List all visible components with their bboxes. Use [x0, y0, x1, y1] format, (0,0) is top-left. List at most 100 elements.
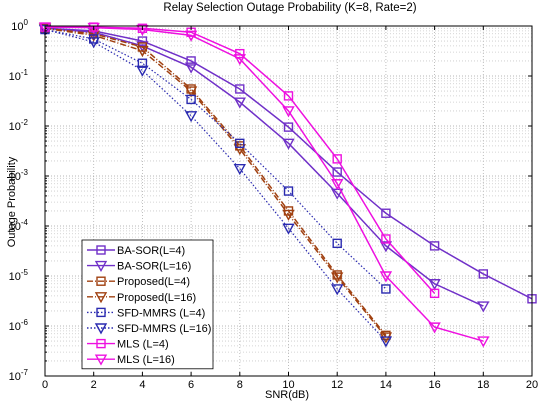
y-tick-exponent: -1 [21, 68, 29, 77]
data-point [184, 62, 198, 74]
data-point [184, 111, 198, 123]
legend-label: SFD-MMRS (L=16) [117, 323, 211, 335]
y-tick-base: 10 [9, 171, 21, 183]
legend-label: Proposed(L=16) [117, 292, 196, 304]
y-tick-exponent: -7 [21, 368, 29, 377]
series-line [44, 27, 533, 300]
data-point [282, 138, 295, 150]
data-point [379, 336, 393, 348]
data-point [233, 97, 246, 109]
y-tick-base: 10 [9, 71, 21, 83]
data-point [332, 154, 342, 164]
y-tick-exponent: 0 [24, 18, 29, 27]
data-point [184, 30, 198, 42]
legend-marker [94, 354, 108, 366]
legend-marker [94, 323, 108, 335]
series-line [44, 26, 484, 342]
legend-label: MLS (L=16) [117, 354, 175, 366]
legend-marker [96, 307, 106, 318]
data-point [429, 241, 440, 251]
data-point [184, 86, 198, 98]
data-point [381, 284, 391, 294]
data-point [87, 37, 100, 49]
x-tick-label: 8 [237, 379, 243, 391]
x-tick-label: 16 [428, 379, 440, 391]
x-axis-label: SNR(dB) [265, 389, 309, 401]
data-point [428, 322, 441, 334]
data-point [283, 91, 294, 101]
legend-label: SFD-MMRS (L=4) [117, 307, 205, 319]
x-tick-label: 6 [188, 379, 194, 391]
data-point [235, 48, 245, 59]
y-tick-exponent: -5 [21, 268, 29, 277]
legend-marker [96, 276, 106, 286]
x-tick-label: 14 [380, 379, 392, 391]
data-point [186, 94, 196, 105]
x-tick-label: 20 [526, 379, 538, 391]
data-point [331, 179, 344, 191]
chart-title: Relay Selection Outage Probability (K=8,… [163, 2, 416, 14]
data-point [235, 84, 245, 94]
data-point [478, 269, 488, 279]
x-tick-label: 12 [331, 379, 343, 391]
y-tick-base: 10 [9, 221, 21, 233]
legend-marker [94, 260, 108, 273]
x-tick-label: 18 [477, 379, 489, 391]
y-tick-exponent: -4 [21, 218, 29, 227]
y-tick-label: 10-6 [9, 318, 29, 333]
series-5 [38, 24, 393, 348]
y-tick-label: 10-2 [9, 118, 29, 133]
y-tick-exponent: -2 [21, 118, 29, 127]
x-tick-label: 2 [91, 379, 97, 391]
y-tick-label: 10-1 [9, 68, 29, 83]
y-tick-base: 10 [9, 121, 21, 133]
legend-marker [96, 245, 106, 255]
data-point [428, 279, 441, 291]
y-tick-exponent: -6 [21, 318, 29, 327]
axes: 0 2 4 6 8 10 12 14 16 18 2010010-110-210-310-410-5… [9, 18, 538, 391]
data-point [283, 186, 294, 196]
data-point [137, 58, 148, 68]
legend-marker [96, 338, 106, 349]
legend-label: MLS (L=4) [117, 339, 169, 351]
data-point [477, 301, 490, 313]
legend-marker [94, 292, 108, 304]
legend-label: BA-SOR(L=4) [117, 245, 185, 257]
series-line [44, 28, 387, 290]
y-tick-exponent: -3 [21, 168, 29, 177]
data-point [38, 22, 52, 34]
data-point [331, 272, 344, 284]
data-point [282, 223, 295, 235]
data-point [87, 22, 100, 35]
y-axis-label: Outage Probability [6, 156, 18, 247]
legend-label: BA-SOR(L=16) [117, 261, 191, 273]
x-tick-label: 4 [139, 379, 145, 391]
data-point [235, 138, 245, 149]
series-layer [38, 22, 537, 348]
legend-label: Proposed(L=4) [117, 276, 190, 288]
x-tick-label: 0 [42, 379, 48, 391]
data-point [283, 122, 294, 132]
legend: BA-SOR(L=4) BA-SOR(L=16) Proposed(L=4) Prop… [81, 239, 214, 370]
data-point [381, 208, 391, 218]
data-point [429, 288, 440, 299]
data-point [137, 36, 148, 46]
series-line [44, 28, 387, 342]
y-tick-label: 10-4 [9, 218, 29, 233]
data-point [332, 167, 342, 177]
data-point [331, 284, 344, 296]
series-7 [38, 22, 490, 348]
y-tick-label: 100 [11, 18, 28, 33]
data-point [233, 144, 246, 156]
y-tick-base: 10 [9, 371, 21, 383]
data-point [136, 46, 149, 58]
y-tick-base: 10 [9, 271, 21, 283]
x-tick-label: 10 [282, 379, 294, 391]
series-line [44, 27, 387, 336]
data-point [233, 163, 246, 176]
y-tick-label: 10-7 [9, 368, 29, 383]
data-point [379, 271, 393, 283]
y-tick-label: 10-3 [9, 168, 29, 183]
data-point [379, 241, 393, 253]
